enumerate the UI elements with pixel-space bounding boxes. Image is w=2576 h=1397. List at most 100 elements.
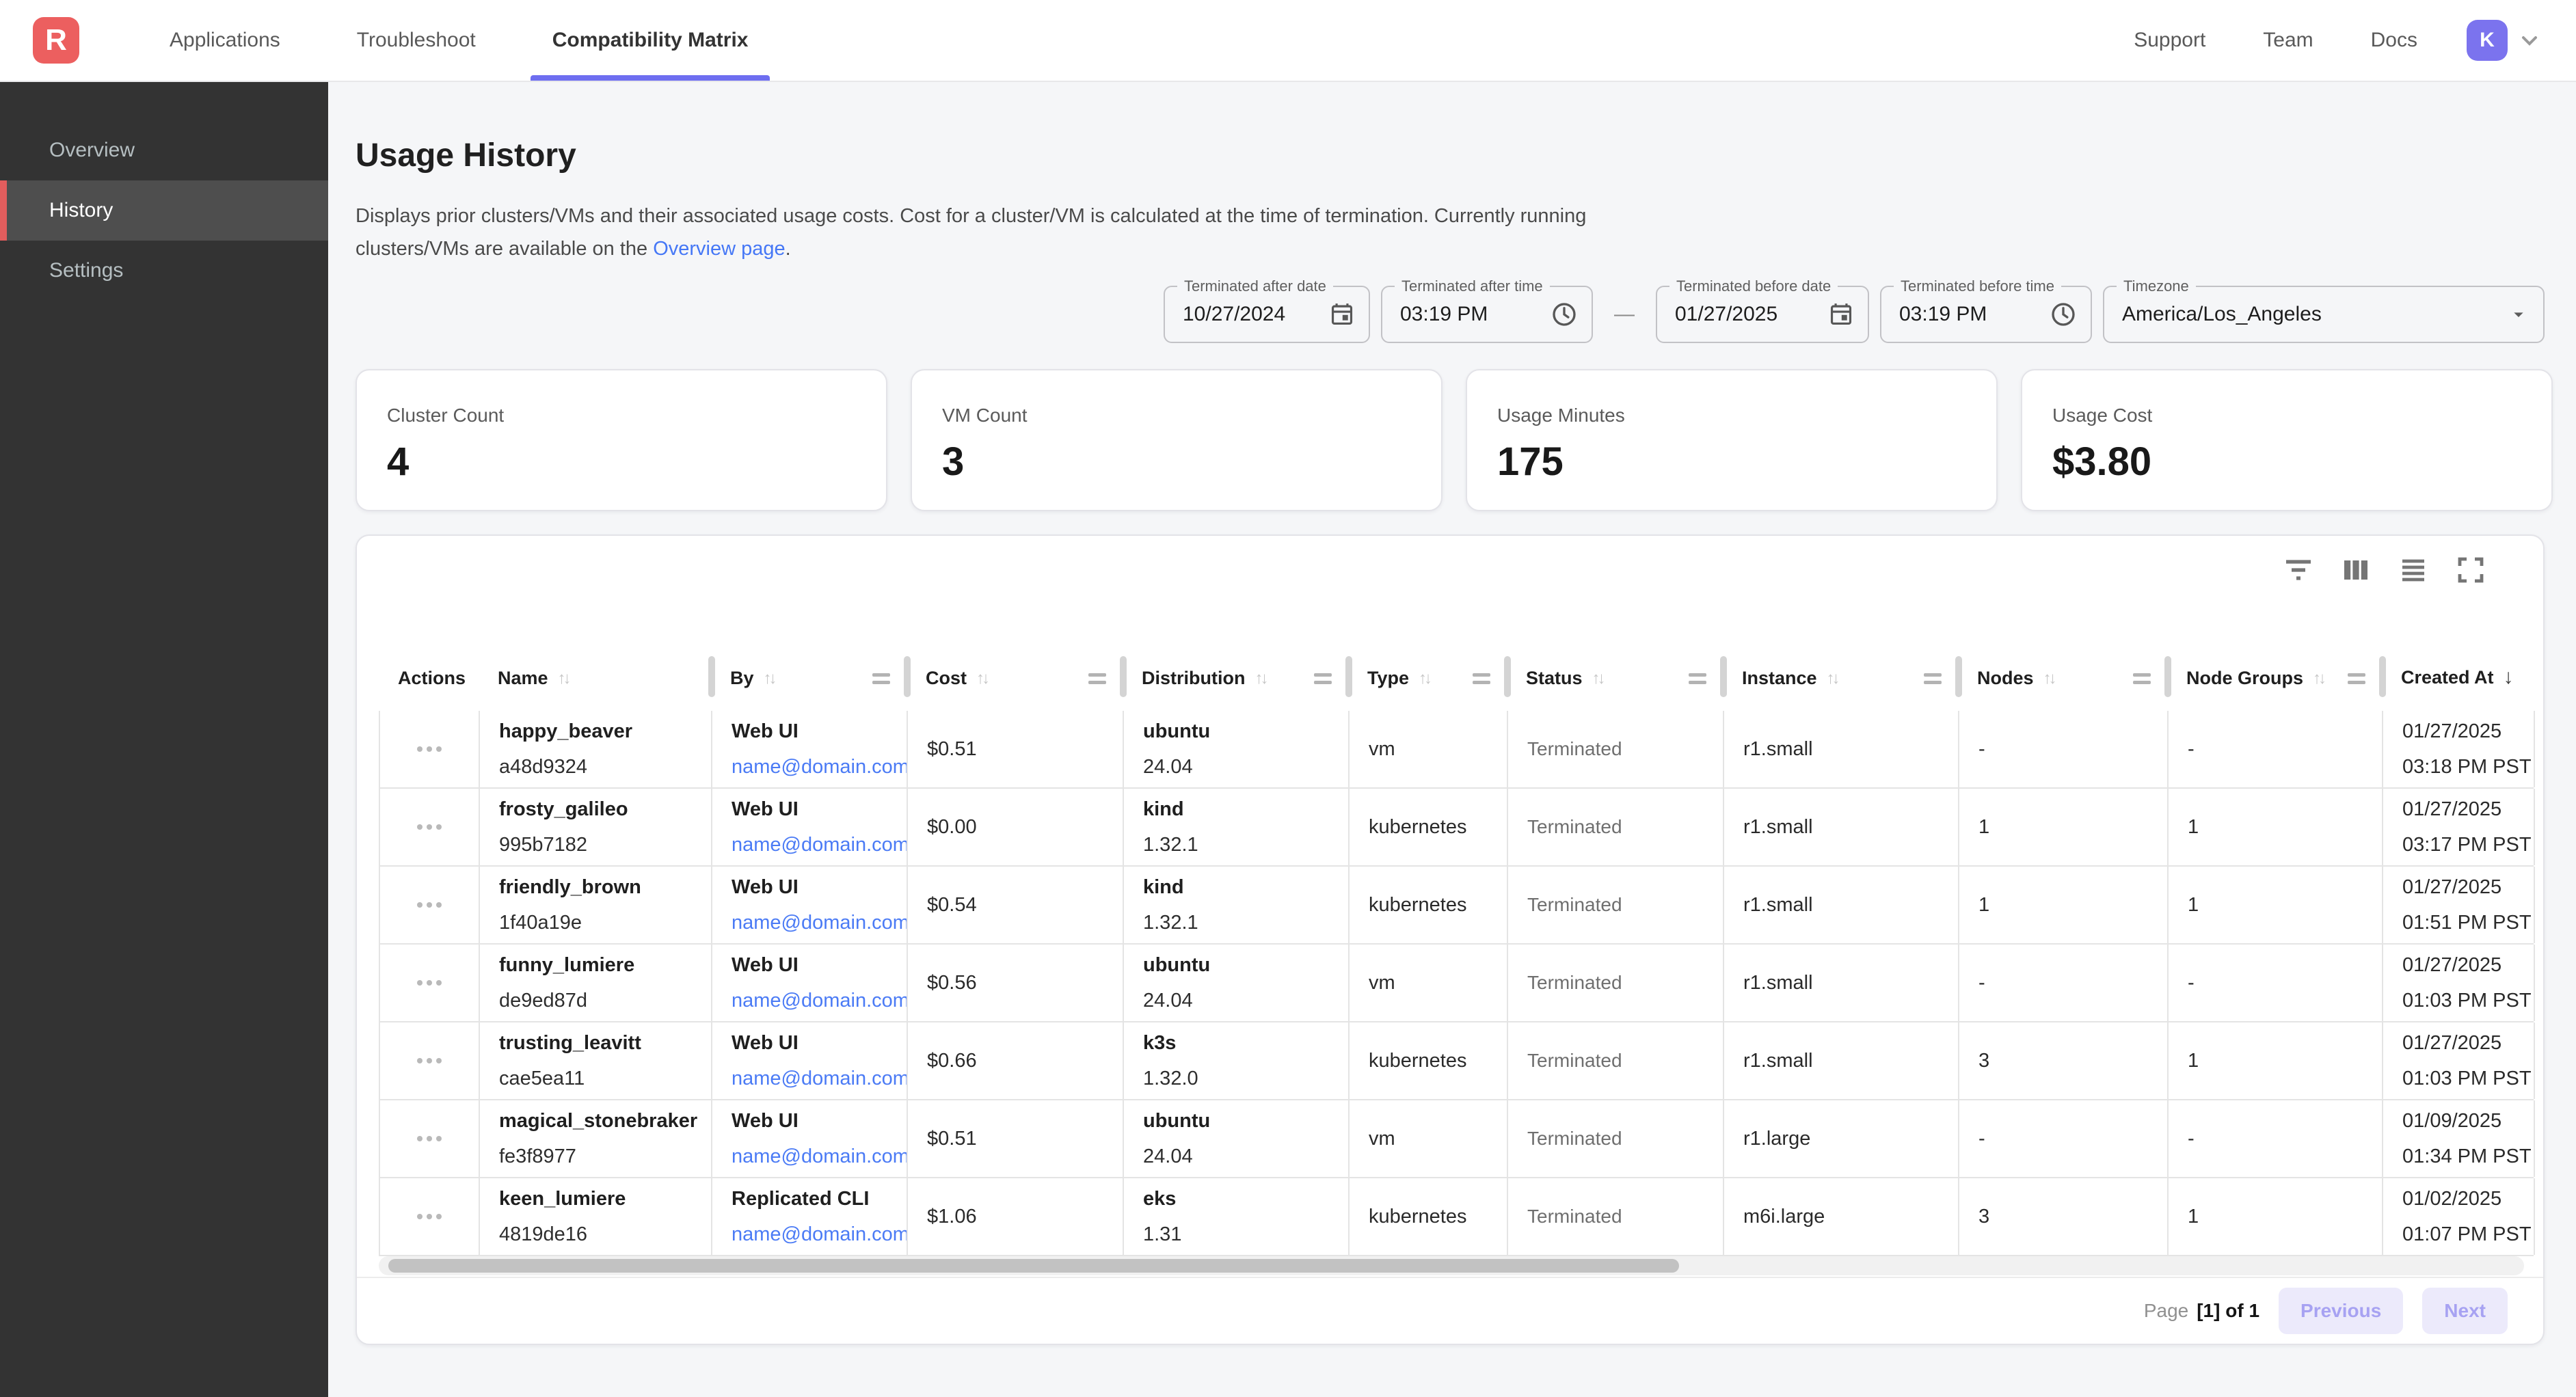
tab-applications[interactable]: Applications [170, 29, 280, 51]
instance-cell: r1.large [1724, 1100, 1959, 1177]
overview-page-link[interactable]: Overview page [653, 238, 786, 260]
nodes-cell: 3 [1959, 1022, 2169, 1099]
clock-icon[interactable] [2050, 301, 2077, 328]
calendar-icon[interactable] [1828, 301, 1854, 327]
clock-icon[interactable] [1551, 301, 1578, 328]
row-actions-icon[interactable] [417, 1058, 442, 1063]
column-header-name[interactable]: Name ↑↓ [498, 668, 572, 688]
cost-cell: $0.54 [908, 867, 1124, 943]
nav-link-support[interactable]: Support [2134, 29, 2206, 51]
name-cell: funny_lumiere de9ed87d [480, 945, 712, 1021]
column-header-node-groups[interactable]: Node Groups ↑↓ [2167, 668, 2382, 711]
stat-card-usage-cost: Usage Cost $3.80 [2021, 369, 2553, 511]
email-link[interactable]: name@domain.com [732, 834, 908, 856]
column-header-nodes[interactable]: Nodes ↑↓ [1958, 668, 2167, 711]
column-menu-icon[interactable] [2133, 673, 2151, 684]
column-menu-icon[interactable] [1473, 673, 1490, 684]
page-title: Usage History [355, 137, 576, 174]
terminated-before-time-field[interactable]: Terminated before time 03:19 PM [1880, 277, 2092, 343]
terminated-after-time-field[interactable]: Terminated after time 03:19 PM [1381, 277, 1593, 343]
row-actions-icon[interactable] [417, 824, 442, 830]
sidebar-item-settings[interactable]: Settings [49, 259, 124, 282]
stat-card-usage-minutes: Usage Minutes 175 [1466, 369, 1998, 511]
row-actions-icon[interactable] [417, 1214, 442, 1219]
node-groups-cell: 1 [2169, 867, 2383, 943]
sort-icon: ↑↓ [557, 668, 572, 688]
tab-compatibility-matrix[interactable]: Compatibility Matrix [530, 0, 770, 81]
previous-page-button[interactable]: Previous [2279, 1288, 2404, 1334]
row-actions-icon[interactable] [417, 1136, 442, 1141]
row-actions-cell [380, 1022, 480, 1099]
column-header-instance[interactable]: Instance ↑↓ [1723, 668, 1958, 711]
column-menu-icon[interactable] [1689, 673, 1706, 684]
column-menu-icon[interactable] [2348, 673, 2365, 684]
timezone-select[interactable]: Timezone America/Los_Angeles [2103, 277, 2545, 343]
column-separator [904, 656, 911, 697]
status-badge: Terminated [1527, 894, 1622, 915]
type-cell: vm [1350, 1100, 1508, 1177]
created-at-cell: 01/02/2025 01:07 PM PST [2383, 1178, 2535, 1255]
horizontal-scrollbar-track [379, 1256, 2524, 1275]
row-actions-icon[interactable] [417, 746, 442, 752]
calendar-icon[interactable] [1329, 301, 1355, 327]
nav-link-docs[interactable]: Docs [2370, 29, 2417, 51]
column-header-cost[interactable]: Cost ↑↓ [907, 668, 1123, 711]
distribution-cell: kind 1.32.1 [1124, 867, 1350, 943]
status-cell: Terminated [1508, 711, 1724, 787]
email-link[interactable]: name@domain.com [732, 1223, 908, 1245]
distribution-cell: kind 1.32.1 [1124, 789, 1350, 865]
column-menu-icon[interactable] [1924, 673, 1942, 684]
filter-icon[interactable] [2281, 552, 2316, 588]
page-value: [1] of 1 [2197, 1300, 2260, 1321]
column-header-status[interactable]: Status ↑↓ [1507, 668, 1723, 711]
chevron-down-icon[interactable] [2519, 29, 2540, 51]
terminated-after-date-field[interactable]: Terminated after date 10/27/2024 [1164, 277, 1370, 343]
nodes-cell: - [1959, 711, 2169, 787]
name-cell: friendly_brown 1f40a19e [480, 867, 712, 943]
fullscreen-icon[interactable] [2453, 552, 2488, 588]
description-line2: clusters/VMs are available on the Overvi… [355, 238, 791, 260]
row-actions-icon[interactable] [417, 902, 442, 908]
column-header-created-at[interactable]: Created At ↓ [2401, 666, 2514, 688]
node-groups-cell: 1 [2169, 789, 2383, 865]
email-link[interactable]: name@domain.com [732, 756, 908, 778]
brand-logo[interactable]: R [33, 17, 79, 64]
column-menu-icon[interactable] [1314, 673, 1332, 684]
nav-link-team[interactable]: Team [2263, 29, 2313, 51]
column-separator [2164, 656, 2171, 697]
column-header-distribution[interactable]: Distribution ↑↓ [1123, 668, 1348, 711]
email-link[interactable]: name@domain.com [732, 1068, 908, 1089]
density-icon[interactable] [2396, 552, 2431, 588]
sort-icon: ↑↓ [1419, 668, 1432, 688]
sort-icon: ↑↓ [2043, 668, 2057, 688]
column-separator [1955, 656, 1962, 697]
active-tab-underline [530, 75, 770, 81]
columns-icon[interactable] [2338, 552, 2374, 588]
distribution-cell: eks 1.31 [1124, 1178, 1350, 1255]
row-actions-cell [380, 867, 480, 943]
terminated-before-date-field[interactable]: Terminated before date 01/27/2025 [1656, 277, 1869, 343]
column-menu-icon[interactable] [1088, 673, 1106, 684]
dropdown-arrow-icon[interactable] [2508, 303, 2530, 325]
horizontal-scrollbar-thumb[interactable] [388, 1259, 1679, 1273]
column-header-type[interactable]: Type ↑↓ [1348, 668, 1507, 711]
email-link[interactable]: name@domain.com [732, 990, 908, 1012]
by-cell: Replicated CLI name@domain.com [712, 1178, 908, 1255]
next-page-button[interactable]: Next [2422, 1288, 2508, 1334]
tab-troubleshoot[interactable]: Troubleshoot [356, 29, 476, 51]
column-separator [1504, 656, 1511, 697]
column-header-by[interactable]: By ↑↓ [711, 668, 907, 711]
type-cell: kubernetes [1350, 789, 1508, 865]
node-groups-cell: 1 [2169, 1022, 2383, 1099]
sidebar-item-history[interactable]: History [0, 180, 328, 241]
avatar[interactable]: K [2467, 20, 2508, 61]
email-link[interactable]: name@domain.com [732, 1145, 908, 1167]
nav-tabs: Applications Troubleshoot Compatibility … [131, 0, 786, 81]
email-link[interactable]: name@domain.com [732, 912, 908, 934]
sidebar-item-overview[interactable]: Overview [49, 139, 135, 161]
row-actions-icon[interactable] [417, 980, 442, 986]
instance-cell: r1.small [1724, 1022, 1959, 1099]
name-cell: trusting_leavitt cae5ea11 [480, 1022, 712, 1099]
column-menu-icon[interactable] [872, 673, 890, 684]
instance-cell: m6i.large [1724, 1178, 1959, 1255]
